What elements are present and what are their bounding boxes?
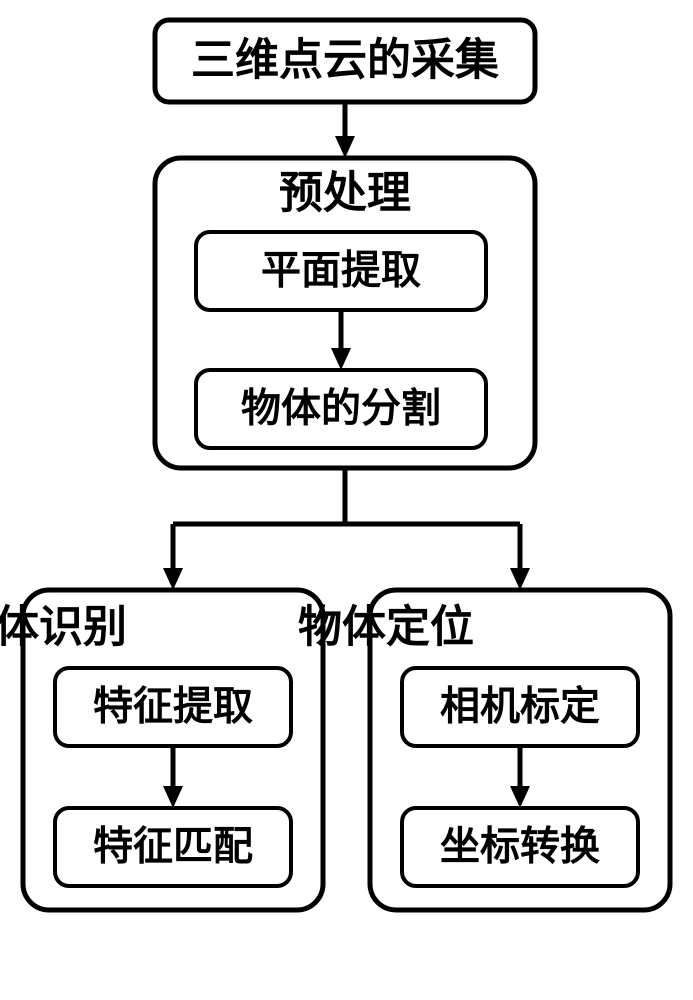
group-recognition-title: 物体识别 xyxy=(0,603,127,652)
group-localization-title: 物体定位 xyxy=(298,603,474,652)
edge-0-head xyxy=(335,136,355,158)
node-top-label: 三维点云的采集 xyxy=(191,36,499,85)
node-r_b-label: 坐标转换 xyxy=(440,825,600,869)
node-pre_b-label: 物体的分割 xyxy=(241,387,441,431)
node-l_a-label: 特征提取 xyxy=(93,685,253,729)
edge-3-head xyxy=(510,786,530,808)
node-pre_a-label: 平面提取 xyxy=(261,249,421,293)
branch-left-head xyxy=(163,568,183,590)
edge-1-head xyxy=(331,348,351,370)
group-preprocess-title: 预处理 xyxy=(279,169,411,218)
node-r_a-label: 相机标定 xyxy=(440,685,600,729)
edge-2-head xyxy=(163,786,183,808)
node-l_b-label: 特征匹配 xyxy=(93,825,253,869)
branch-right-head xyxy=(510,568,530,590)
flowchart-canvas: 三维点云的采集预处理平面提取物体的分割物体识别特征提取特征匹配 物体定位相机标定坐… xyxy=(0,0,693,1000)
